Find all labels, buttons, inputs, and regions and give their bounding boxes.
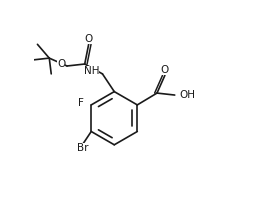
Text: O: O <box>57 59 65 69</box>
Text: OH: OH <box>180 90 196 100</box>
Text: O: O <box>84 34 93 44</box>
Text: F: F <box>78 98 84 108</box>
Text: O: O <box>161 65 169 75</box>
Text: NH: NH <box>84 66 100 76</box>
Text: Br: Br <box>77 143 88 153</box>
